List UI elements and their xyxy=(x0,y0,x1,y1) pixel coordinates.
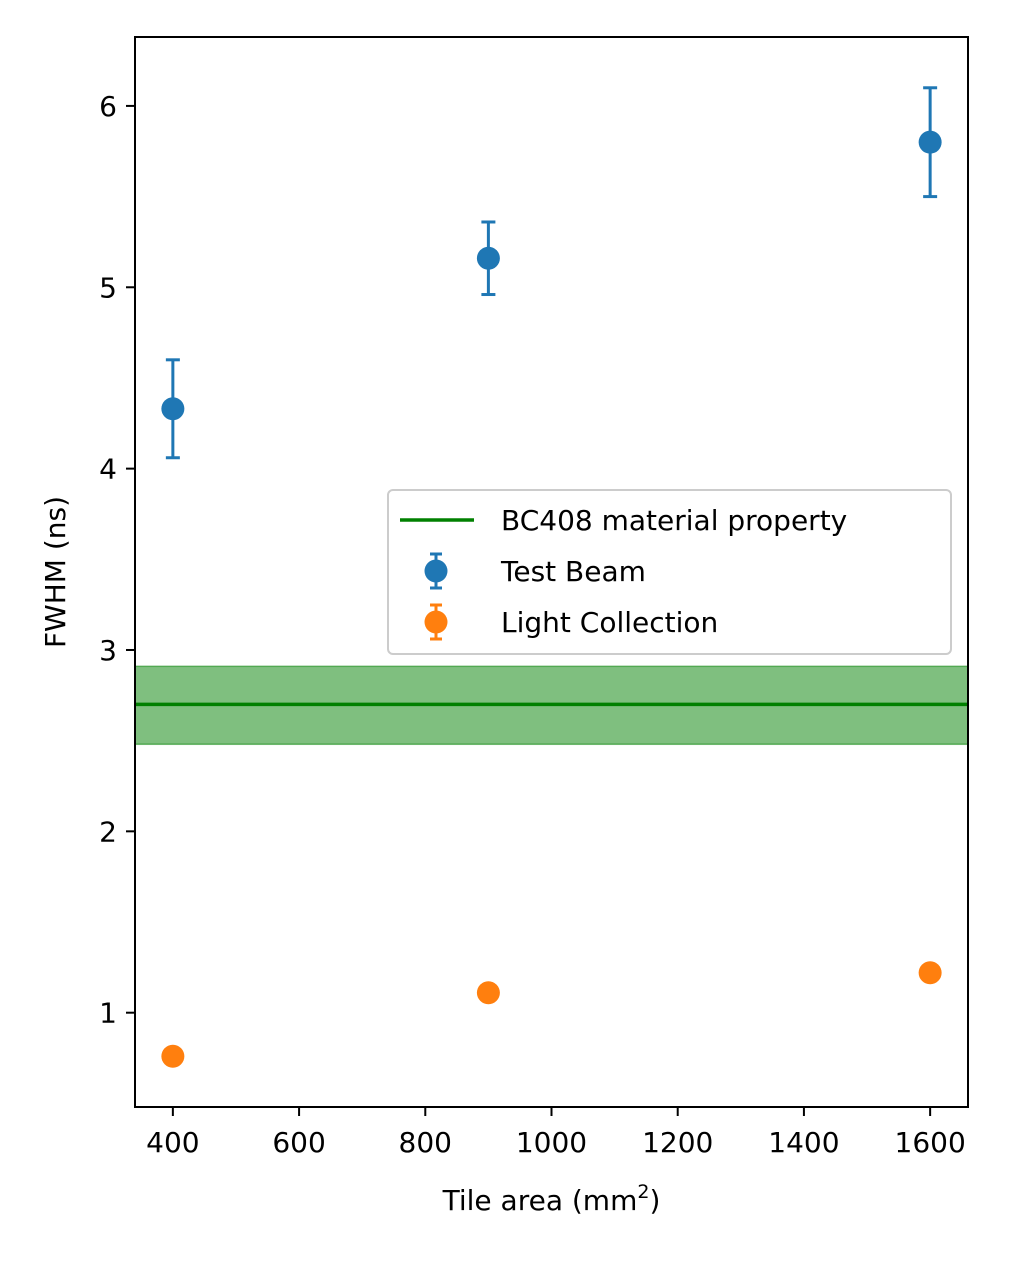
legend-marker-swatch xyxy=(424,610,448,634)
legend-label-bc408-material-property: BC408 material property xyxy=(501,504,847,537)
legend-box xyxy=(387,489,952,655)
legend: BC408 material property Test Beam Light Co… xyxy=(387,489,952,655)
legend-label-test-beam: Test Beam xyxy=(500,555,646,588)
plot-area xyxy=(134,86,969,1068)
test-beam-point xyxy=(918,130,942,154)
y-tick-label: 2 xyxy=(99,815,117,848)
x-tick-label: 800 xyxy=(399,1126,452,1159)
legend-marker-swatch xyxy=(424,559,448,583)
y-tick-label: 1 xyxy=(99,997,117,1030)
y-tick-label: 4 xyxy=(99,453,117,486)
x-tick-label: 1000 xyxy=(516,1126,587,1159)
test-beam-point xyxy=(476,246,500,270)
x-tick-label: 1400 xyxy=(768,1126,839,1159)
x-tick-label: 1200 xyxy=(642,1126,713,1159)
light-collection-point xyxy=(918,961,942,985)
light-collection-point xyxy=(476,981,500,1005)
x-tick-label: 600 xyxy=(272,1126,325,1159)
test-beam-point xyxy=(161,397,185,421)
light-collection-point xyxy=(161,1044,185,1068)
x-tick-label: 400 xyxy=(146,1126,199,1159)
y-tick-label: 5 xyxy=(99,271,117,304)
y-axis-label: FWHM (ns) xyxy=(39,496,72,648)
legend-label-light-collection: Light Collection xyxy=(501,606,718,639)
y-tick-label: 6 xyxy=(99,90,117,123)
axes: 400 600 800 1000 1200 1400 1600 1 2 3 4 5 6 Tile area… xyxy=(39,36,969,1217)
y-tick-label: 3 xyxy=(99,634,117,667)
x-tick-label: 1600 xyxy=(895,1126,966,1159)
x-axis-label: Tile area (mm2) xyxy=(442,1181,661,1217)
